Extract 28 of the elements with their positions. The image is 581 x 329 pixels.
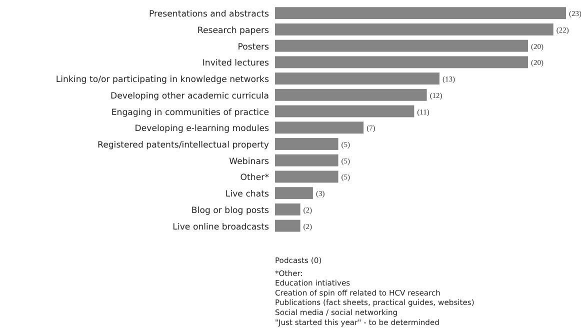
y-tick-label: Developing e-learning modules: [134, 124, 270, 134]
bar: [275, 23, 554, 36]
bar: [275, 56, 528, 68]
y-tick-label: Presentations and abstracts: [148, 10, 270, 20]
y-tick-label: Other*: [240, 173, 270, 184]
y-tick-label: Blog or blog posts: [191, 206, 270, 216]
bar: [275, 122, 364, 134]
y-tick-label: Live chats: [225, 190, 270, 200]
y-tick-label: Live online broadcasts: [172, 222, 270, 232]
bar: [275, 88, 427, 101]
y-tick-label: Engaging in communities of practice: [111, 108, 269, 118]
bar: [275, 187, 313, 200]
y-tick-label: Linking to/or participating in knowledge networks: [56, 75, 270, 86]
bar: [275, 7, 566, 20]
y-tick-label: Research papers: [197, 26, 270, 36]
bar: [275, 203, 300, 216]
bar: [275, 154, 338, 166]
y-tick-label: Webinars: [229, 156, 270, 167]
y-tick-label: Invited lectures: [202, 58, 270, 69]
bar: [275, 220, 300, 232]
y-tick-label: Developing other academic curricula: [110, 91, 269, 102]
y-tick-label: Posters: [238, 42, 270, 52]
bar: [275, 72, 440, 85]
bar: [275, 40, 528, 52]
bar: [275, 105, 414, 118]
bar: [275, 170, 338, 183]
bar: [275, 138, 338, 150]
y-tick-label: Registered patents/intellectual property: [97, 140, 269, 150]
